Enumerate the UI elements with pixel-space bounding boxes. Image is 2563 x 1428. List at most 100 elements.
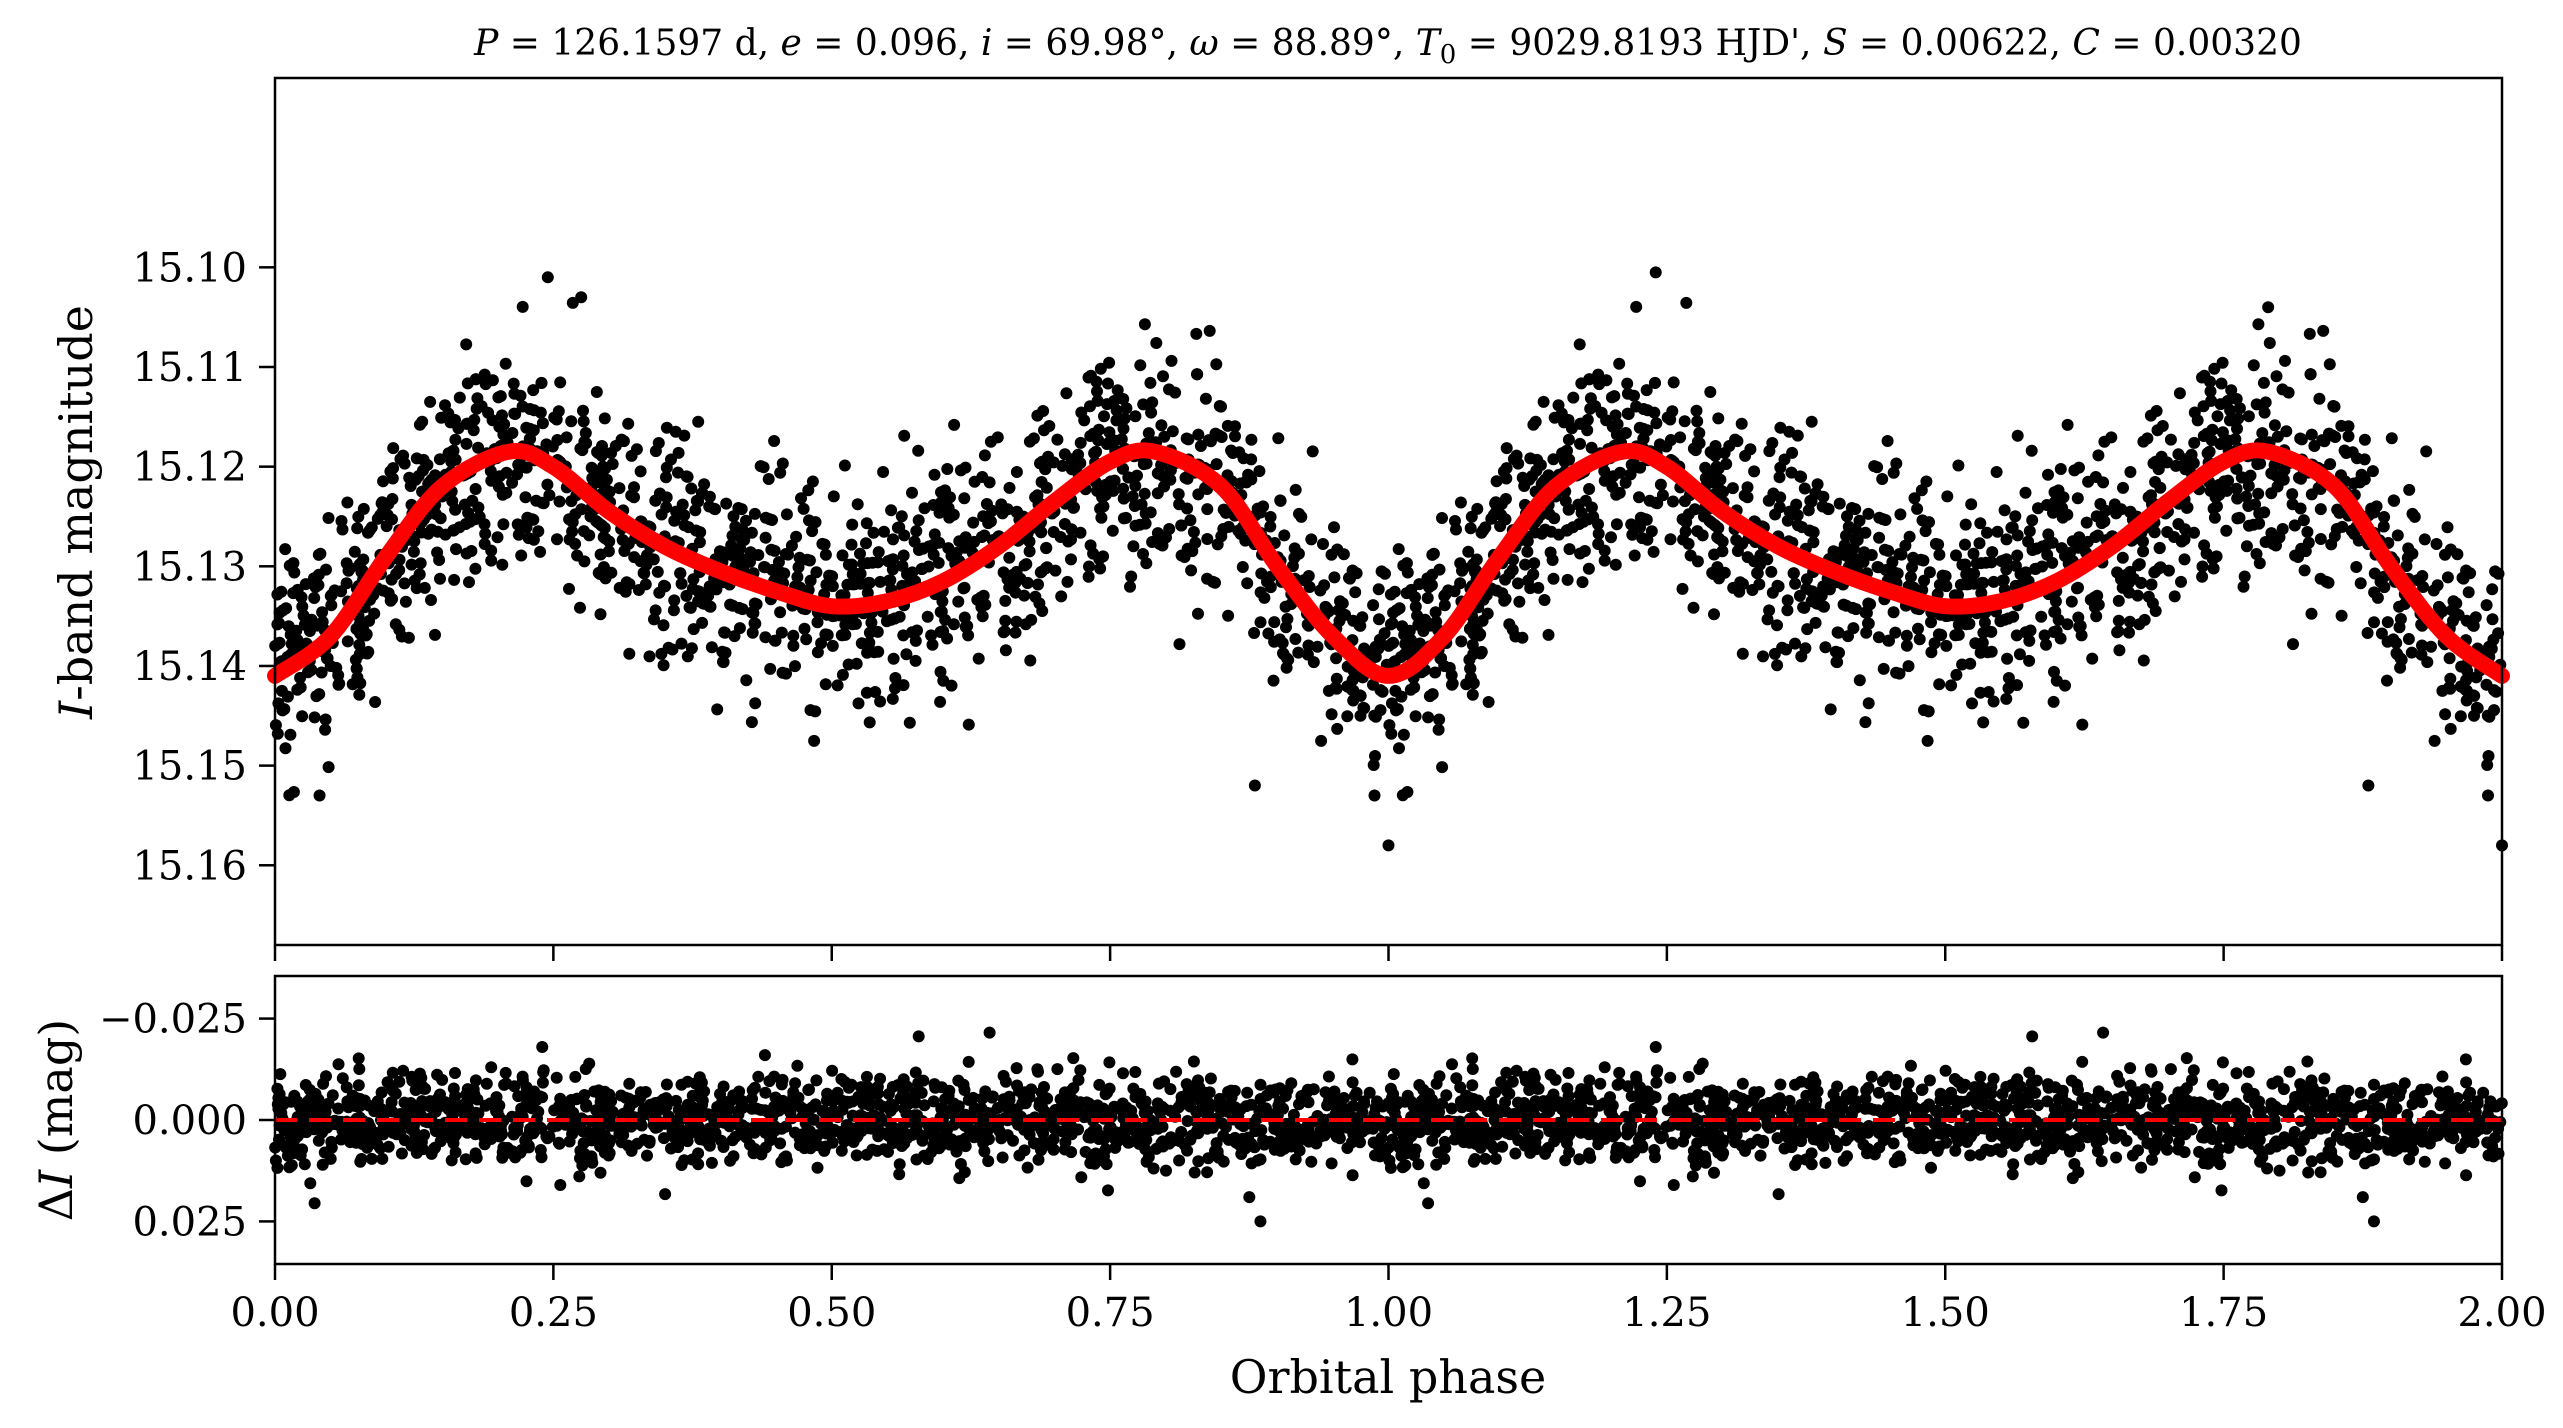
observation-point	[1368, 789, 1381, 802]
observation-point	[1181, 502, 1194, 515]
observation-point	[958, 611, 971, 624]
observation-point	[1678, 415, 1691, 428]
observation-point	[507, 377, 520, 390]
observation-point	[516, 400, 529, 413]
residual-point	[1488, 1114, 1501, 1126]
residual-point	[2089, 1092, 2102, 1105]
residual-point	[2178, 1146, 2191, 1159]
residual-point	[271, 1161, 284, 1174]
observation-point	[2229, 433, 2242, 446]
observation-point	[1125, 570, 1138, 583]
observation-point	[1840, 599, 1853, 612]
observation-point	[469, 373, 482, 386]
observation-point	[1906, 561, 1918, 574]
residual-point	[597, 1140, 610, 1153]
observation-point	[1649, 266, 1662, 279]
observation-point	[962, 629, 975, 642]
residual-point	[2330, 1129, 2343, 1142]
observation-point	[1630, 300, 1643, 313]
observation-point	[1273, 633, 1286, 646]
observation-point	[800, 633, 813, 646]
observation-point	[1222, 609, 1235, 622]
observation-point	[779, 548, 792, 560]
observation-point	[1272, 432, 1285, 445]
observation-point	[976, 610, 989, 623]
y-tick-label: 15.10	[132, 245, 247, 291]
observation-point	[851, 498, 864, 511]
observation-point	[1985, 645, 1998, 658]
residual-point	[2286, 1154, 2299, 1167]
observation-point	[1315, 734, 1328, 747]
observation-point	[808, 734, 821, 747]
observation-point	[319, 723, 332, 736]
observation-point	[1573, 338, 1586, 351]
observation-point	[1385, 727, 1398, 740]
observation-point	[473, 510, 486, 523]
residual-point	[2023, 1066, 2036, 1079]
observation-point	[1135, 498, 1148, 511]
residual-point	[397, 1064, 410, 1077]
observation-point	[2011, 429, 2024, 442]
observation-point	[2444, 722, 2457, 735]
observation-point	[678, 429, 691, 442]
observation-point	[1346, 683, 1358, 696]
observation-point	[313, 688, 326, 701]
observation-point	[2137, 654, 2150, 667]
observation-point	[2145, 489, 2157, 502]
observation-point	[878, 525, 890, 538]
observation-point	[448, 573, 461, 586]
observation-point	[1964, 657, 1977, 670]
observation-point	[1084, 400, 1096, 413]
observation-point	[1561, 573, 1574, 586]
residual-point	[2256, 1151, 2269, 1164]
observation-point	[2019, 486, 2032, 499]
observation-point	[1036, 605, 1049, 617]
observation-point	[1060, 387, 1073, 400]
observation-point	[845, 538, 858, 551]
observation-point	[1387, 656, 1400, 669]
observation-point	[429, 628, 441, 641]
observation-point	[560, 431, 573, 444]
observation-point	[2327, 400, 2340, 412]
observation-point	[2381, 674, 2393, 687]
residual-point	[1191, 1124, 1204, 1137]
observation-point	[746, 626, 759, 639]
observation-point	[2325, 538, 2338, 551]
observation-point	[405, 558, 418, 571]
observation-point	[872, 645, 885, 658]
observation-point	[2142, 590, 2155, 603]
observation-point	[821, 628, 834, 641]
observation-point	[2178, 553, 2191, 566]
observation-point	[1872, 631, 1885, 644]
observation-point	[2330, 523, 2343, 535]
observation-point	[1409, 600, 1422, 613]
observation-point	[2000, 692, 2013, 705]
observation-point	[1626, 528, 1639, 541]
residual-point	[1454, 1081, 1467, 1094]
observation-point	[599, 532, 612, 545]
observation-point	[2124, 466, 2137, 478]
residual-point	[2135, 1161, 2148, 1174]
observation-point	[839, 628, 852, 641]
observation-point	[1757, 650, 1769, 663]
residual-point	[2110, 1151, 2123, 1164]
observation-point	[983, 476, 996, 489]
residual-point	[976, 1092, 989, 1105]
residual-point	[1902, 1077, 1915, 1090]
observation-point	[433, 453, 446, 466]
observation-point	[999, 614, 1012, 627]
chart-title: P = 126.1597 d, e = 0.096, i = 69.98°, ω…	[473, 23, 2302, 70]
observation-point	[806, 525, 819, 538]
observation-point	[1763, 604, 1776, 617]
observation-point	[819, 678, 832, 691]
observation-point	[2354, 577, 2367, 590]
observation-point	[1868, 460, 1881, 473]
observation-point	[2065, 595, 2078, 608]
observation-point	[1098, 410, 1110, 423]
residual-point	[1829, 1094, 1842, 1107]
observation-point	[1592, 527, 1605, 540]
observation-point	[2029, 563, 2042, 575]
observation-point	[450, 543, 462, 556]
residual-point	[1217, 1129, 1230, 1142]
observation-point	[619, 585, 632, 598]
